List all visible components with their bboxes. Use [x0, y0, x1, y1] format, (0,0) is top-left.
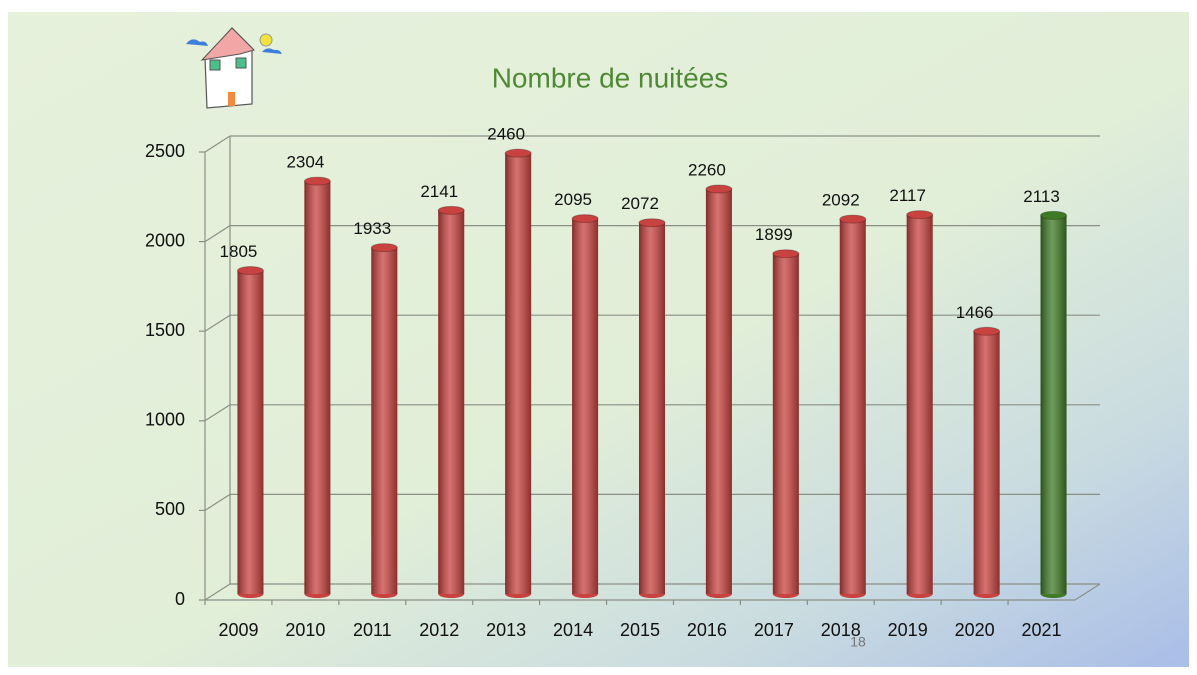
data-label: 2113: [1023, 187, 1060, 206]
y-tick-label: 1000: [145, 410, 185, 430]
bar-shading: [839, 219, 866, 595]
x-tick-label: 2021: [1022, 620, 1062, 640]
data-label: 2260: [688, 160, 726, 179]
y-tick-label: 1500: [145, 320, 185, 340]
bar-shading: [438, 210, 465, 594]
data-label: 1933: [353, 219, 391, 238]
bar-shading: [1040, 215, 1067, 594]
x-tick-label: 2015: [620, 620, 660, 640]
bar-top: [705, 184, 733, 194]
chart-title: Nombre de nuitées: [492, 62, 729, 93]
x-tick-label: 2009: [218, 620, 258, 640]
bar-shading: [371, 247, 398, 595]
data-label: 1899: [755, 225, 793, 244]
bar-top: [571, 214, 599, 224]
x-tick-label: 2017: [754, 620, 794, 640]
y-tick-label: 0: [175, 589, 185, 609]
data-label: 2117: [889, 186, 926, 205]
grid-side: [204, 314, 231, 332]
house-icon: [186, 27, 282, 109]
bar-shading: [505, 153, 532, 594]
page-number: 18: [850, 634, 866, 650]
bar-shading: [772, 253, 799, 594]
grid-side: [204, 493, 231, 511]
bar-top: [772, 249, 800, 259]
bar-top: [973, 326, 1001, 336]
x-tick-label: 2011: [353, 620, 392, 640]
x-tick-label: 2010: [285, 620, 325, 640]
bar-top: [906, 210, 934, 220]
data-label: 2141: [420, 182, 458, 201]
bar-top: [303, 176, 331, 186]
bar-top: [638, 218, 666, 228]
grid-side: [204, 404, 231, 422]
y-tick-label: 500: [155, 499, 185, 519]
x-tick-label: 2012: [419, 620, 459, 640]
data-label: 1466: [956, 303, 994, 322]
bar-shading: [705, 189, 732, 594]
bar-top: [504, 148, 532, 158]
data-label: 2304: [286, 153, 324, 172]
x-tick-label: 2019: [888, 620, 928, 640]
y-tick-label: 2500: [145, 141, 185, 161]
x-tick-label: 2014: [553, 620, 593, 640]
x-tick-label: 2018: [821, 620, 861, 640]
bar-shading: [639, 222, 665, 594]
bar-top: [236, 266, 264, 276]
grid-side: [204, 583, 231, 601]
x-tick-label: 2016: [687, 620, 727, 640]
bar-shading: [572, 218, 599, 595]
data-label: 2092: [822, 191, 860, 210]
grid-side: [204, 135, 231, 153]
y-tick-label: 2000: [145, 230, 185, 250]
floor-right: [1074, 583, 1101, 601]
bar-top: [1040, 210, 1068, 220]
bar-shading: [906, 214, 933, 594]
bar-top: [437, 205, 465, 215]
data-label: 2072: [621, 194, 659, 213]
data-label: 2460: [487, 125, 525, 144]
data-label: 1805: [220, 242, 258, 261]
grid-side: [204, 225, 231, 243]
bar-shading: [304, 181, 331, 594]
slide-background: [8, 12, 1189, 667]
data-label: 2095: [554, 190, 592, 209]
bar-shading: [237, 270, 264, 594]
bar-top: [370, 243, 398, 253]
x-tick-label: 2013: [486, 620, 526, 640]
x-tick-label: 2020: [955, 620, 995, 640]
bar-top: [839, 214, 867, 224]
bar-shading: [973, 331, 1000, 594]
